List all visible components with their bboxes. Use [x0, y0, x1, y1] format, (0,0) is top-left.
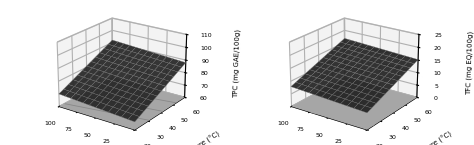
Y-axis label: Temperature (°C): Temperature (°C)	[167, 130, 221, 145]
Y-axis label: Temperature (°C): Temperature (°C)	[399, 130, 453, 145]
